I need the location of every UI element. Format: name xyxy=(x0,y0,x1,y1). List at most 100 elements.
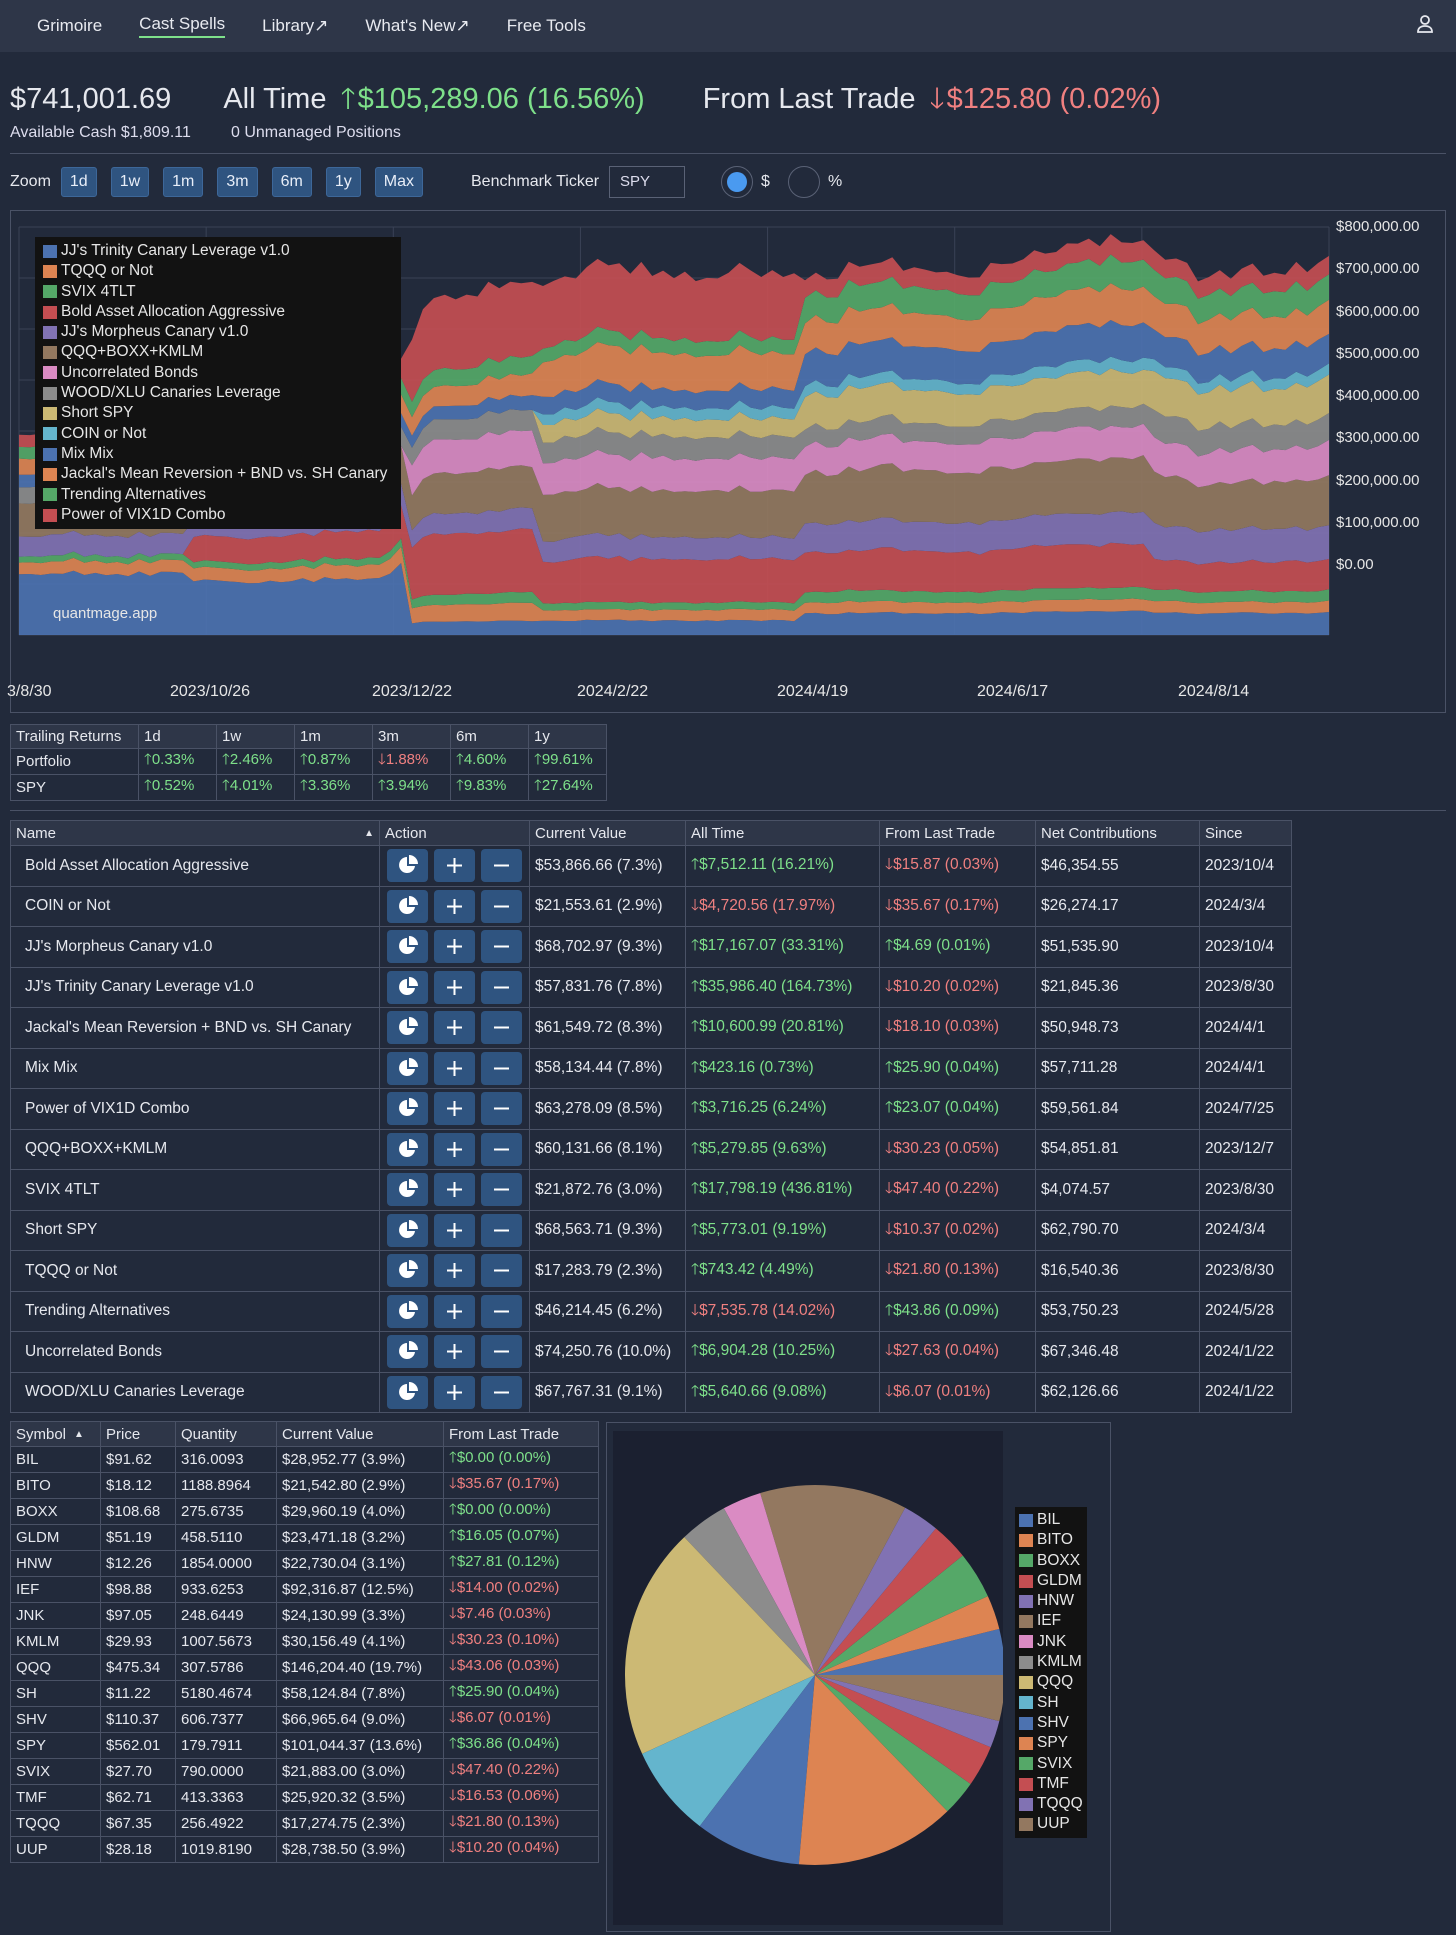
add-funds-button[interactable] xyxy=(434,970,475,1004)
pie-slice-tmf[interactable] xyxy=(815,1675,991,1784)
symbol[interactable]: QQQ xyxy=(10,1654,101,1681)
withdraw-funds-button[interactable] xyxy=(481,1173,522,1207)
legend-item[interactable]: Short SPY xyxy=(43,403,401,423)
pie-legend-item[interactable]: TQQQ xyxy=(1019,1794,1083,1814)
symbol[interactable]: BITO xyxy=(10,1472,101,1499)
pie-slice-spy[interactable] xyxy=(798,1675,948,1865)
withdraw-funds-button[interactable] xyxy=(481,889,522,923)
symbol[interactable]: TQQQ xyxy=(10,1810,101,1837)
area-series-jj-s-trinity-canary-leverage-v1-0[interactable] xyxy=(19,563,1329,635)
position-name[interactable]: TQQQ or Not xyxy=(10,1250,380,1292)
add-funds-button[interactable] xyxy=(434,889,475,923)
pie-slice-bil[interactable] xyxy=(815,1628,1005,1675)
add-funds-button[interactable] xyxy=(434,1011,475,1045)
allocation-pie-button[interactable] xyxy=(387,970,428,1004)
symbol[interactable]: HNW xyxy=(10,1550,101,1577)
withdraw-funds-button[interactable] xyxy=(481,1011,522,1045)
symbol[interactable]: BOXX xyxy=(10,1498,101,1525)
legend-item[interactable]: Jackal's Mean Reversion + BND vs. SH Can… xyxy=(43,464,401,484)
add-funds-button[interactable] xyxy=(434,1254,475,1288)
pie-legend-item[interactable]: UUP xyxy=(1019,1814,1083,1834)
allocation-pie-button[interactable] xyxy=(387,930,428,964)
area-series-short-spy[interactable] xyxy=(19,368,1329,488)
allocation-pie-button[interactable] xyxy=(387,1092,428,1126)
allocation-pie-button[interactable] xyxy=(387,1375,428,1409)
withdraw-funds-button[interactable] xyxy=(481,970,522,1004)
legend-item[interactable]: COIN or Not xyxy=(43,424,401,444)
symbol[interactable]: SPY xyxy=(10,1732,101,1759)
position-name[interactable]: JJ's Morpheus Canary v1.0 xyxy=(10,926,380,968)
pie-slice-jnk[interactable] xyxy=(723,1493,815,1675)
pie-slice-tqqq[interactable] xyxy=(815,1675,1000,1748)
position-name[interactable]: SVIX 4TLT xyxy=(10,1169,380,1211)
position-name[interactable]: WOOD/XLU Canaries Leverage xyxy=(10,1371,380,1413)
pie-slice-svix[interactable] xyxy=(815,1675,971,1812)
withdraw-funds-button[interactable] xyxy=(481,849,522,883)
sort-asc-icon[interactable]: ▲ xyxy=(364,827,374,839)
nav-cast-spells[interactable]: Cast Spells xyxy=(139,14,226,38)
withdraw-funds-button[interactable] xyxy=(481,1375,522,1409)
zoom-1w-button[interactable]: 1w xyxy=(110,167,150,197)
add-funds-button[interactable] xyxy=(434,1213,475,1247)
legend-item[interactable]: SVIX 4TLT xyxy=(43,282,401,302)
allocation-pie-button[interactable] xyxy=(387,1294,428,1328)
position-name[interactable]: Trending Alternatives xyxy=(10,1290,380,1332)
symbol[interactable]: UUP xyxy=(10,1836,101,1863)
position-name[interactable]: Mix Mix xyxy=(10,1047,380,1089)
holdings-header-symbol[interactable]: Symbol ▲ xyxy=(10,1421,101,1447)
allocation-pie-button[interactable] xyxy=(387,1051,428,1085)
add-funds-button[interactable] xyxy=(434,1335,475,1369)
sort-asc-icon[interactable]: ▲ xyxy=(74,1428,84,1440)
area-series-mix-mix[interactable] xyxy=(19,320,1329,488)
withdraw-funds-button[interactable] xyxy=(481,1092,522,1126)
pie-legend-item[interactable]: QQQ xyxy=(1019,1672,1083,1692)
allocation-pie-button[interactable] xyxy=(387,1173,428,1207)
position-name[interactable]: Bold Asset Allocation Aggressive xyxy=(10,845,380,887)
pie-legend-item[interactable]: BIL xyxy=(1019,1510,1083,1530)
position-name[interactable]: Power of VIX1D Combo xyxy=(10,1088,380,1130)
allocation-pie-button[interactable] xyxy=(387,1213,428,1247)
nav-library[interactable]: Library↗ xyxy=(262,16,329,35)
add-funds-button[interactable] xyxy=(434,1294,475,1328)
withdraw-funds-button[interactable] xyxy=(481,1254,522,1288)
position-name[interactable]: COIN or Not xyxy=(10,885,380,927)
pie-slice-gldm[interactable] xyxy=(815,1528,963,1675)
pie-legend-item[interactable]: HNW xyxy=(1019,1591,1083,1611)
symbol[interactable]: GLDM xyxy=(10,1524,101,1551)
add-funds-button[interactable] xyxy=(434,1132,475,1166)
allocation-pie-button[interactable] xyxy=(387,1011,428,1045)
benchmark-ticker-input[interactable]: SPY xyxy=(609,166,686,198)
position-name[interactable]: Uncorrelated Bonds xyxy=(10,1331,380,1373)
zoom-1d-button[interactable]: 1d xyxy=(60,167,97,197)
pie-slice-uup[interactable] xyxy=(815,1675,1005,1722)
position-name[interactable]: Jackal's Mean Reversion + BND vs. SH Can… xyxy=(10,1007,380,1049)
withdraw-funds-button[interactable] xyxy=(481,1335,522,1369)
pie-slice-hnw[interactable] xyxy=(815,1507,936,1675)
add-funds-button[interactable] xyxy=(434,1375,475,1409)
area-series-power-of-vix1d-combo[interactable] xyxy=(19,234,1329,448)
pie-legend-item[interactable]: SHV xyxy=(1019,1713,1083,1733)
legend-item[interactable]: QQQ+BOXX+KMLM xyxy=(43,342,401,362)
area-series-trending-alternatives[interactable] xyxy=(19,254,1329,460)
add-funds-button[interactable] xyxy=(434,1173,475,1207)
pie-slice-bito[interactable] xyxy=(815,1596,1000,1675)
pie-legend-item[interactable]: BITO xyxy=(1019,1530,1083,1550)
legend-item[interactable]: Mix Mix xyxy=(43,444,401,464)
symbol[interactable]: BIL xyxy=(10,1446,101,1473)
position-name[interactable]: Short SPY xyxy=(10,1209,380,1251)
pie-legend-item[interactable]: GLDM xyxy=(1019,1571,1083,1591)
zoom-1m-button[interactable]: 1m xyxy=(163,167,204,197)
area-series-jj-s-morpheus-canary-v1-0[interactable] xyxy=(19,483,1329,565)
symbol[interactable]: SH xyxy=(10,1680,101,1707)
nav-whats-new[interactable]: What's New↗ xyxy=(365,16,470,35)
area-series-bold-asset-allocation-aggressive[interactable] xyxy=(19,505,1329,604)
zoom-1y-button[interactable]: 1y xyxy=(325,167,361,197)
legend-item[interactable]: Bold Asset Allocation Aggressive xyxy=(43,302,401,322)
legend-item[interactable]: TQQQ or Not xyxy=(43,261,401,281)
pie-legend-item[interactable]: SPY xyxy=(1019,1733,1083,1753)
pie-legend-item[interactable]: IEF xyxy=(1019,1611,1083,1631)
allocation-pie-button[interactable] xyxy=(387,849,428,883)
area-series-uncorrelated-bonds[interactable] xyxy=(19,423,1329,504)
pie-legend-item[interactable]: BOXX xyxy=(1019,1551,1083,1571)
area-series-jackal-s-mean-reversion-bnd-vs-sh-canary[interactable] xyxy=(19,283,1329,476)
